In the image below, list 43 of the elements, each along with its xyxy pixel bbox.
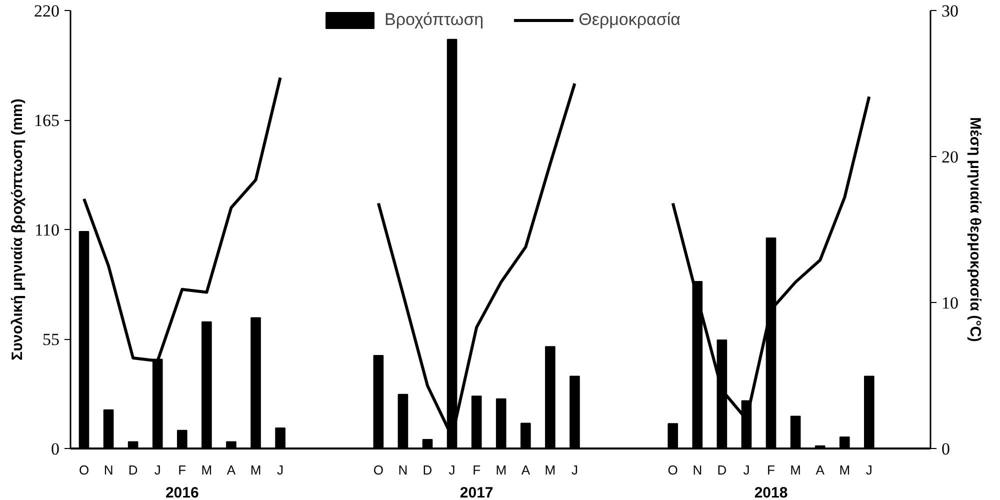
x-tick-label: O (78, 462, 90, 478)
y2-tick-label: 0 (942, 440, 950, 458)
legend-label: Θερμοκρασία (578, 10, 680, 30)
x-tick-label: M (201, 462, 212, 478)
x-tick-label: F (472, 462, 481, 478)
text: 2018 (754, 484, 788, 500)
x-tick-label: M (544, 462, 556, 478)
x-tick-label: N (692, 462, 702, 478)
text: 2017 (460, 484, 494, 500)
x-tick-label: J (571, 462, 578, 478)
x-tick-label: M (839, 462, 850, 478)
y2-tick-label: 30 (942, 2, 958, 20)
x-tick-label: A (226, 462, 236, 478)
x-tick-label: D (717, 462, 727, 478)
y-tick-label: 165 (34, 111, 60, 130)
y-tick-label: 55 (42, 330, 60, 349)
y2-tick-label: 20 (942, 148, 958, 166)
x-tick-label: J (866, 462, 872, 478)
x-tick-label: M (790, 462, 801, 478)
x-tick-label: M (496, 462, 507, 478)
x-tick-label: M (250, 462, 262, 478)
x-tick-label: D (128, 462, 138, 478)
legend-label: Βροχόπτωση (384, 10, 484, 30)
x-tick-label: J (277, 462, 284, 478)
x-tick-label: F (767, 462, 776, 478)
text: 2016 (165, 484, 199, 500)
x-tick-label: A (816, 462, 825, 478)
y-axis-title: Συνολική μηνιαία βροχόπτωση (mm) (9, 98, 26, 360)
y-tick-label: 110 (34, 220, 60, 240)
x-tick-label: O (668, 462, 678, 478)
y2-axis-title: Μέση μηνιαία θερμοκρασία (°C) (966, 117, 984, 342)
x-tick-label: D (422, 462, 432, 478)
x-tick-label: O (373, 462, 384, 478)
x-tick-label: F (178, 462, 186, 478)
x-tick-label: J (448, 462, 456, 478)
x-tick-label: J (743, 462, 750, 478)
x-tick-label: J (154, 462, 161, 478)
x-tick-label: N (398, 462, 408, 478)
x-tick-label: A (521, 462, 530, 478)
x-tick-label: N (104, 462, 114, 478)
y2-tick-label: 10 (942, 294, 958, 312)
y-tick-label: 220 (34, 2, 60, 20)
y-tick-label: 0 (51, 440, 60, 458)
